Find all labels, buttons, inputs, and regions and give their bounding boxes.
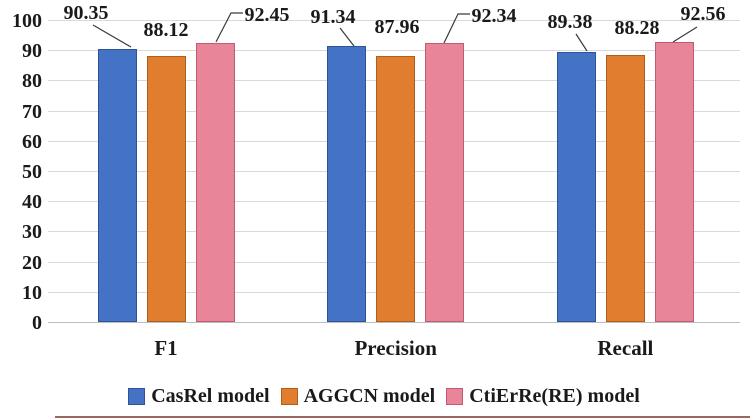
data-label: 88.28 xyxy=(614,17,660,39)
legend-swatch xyxy=(280,387,298,405)
bar-recall-ctierre(re) xyxy=(654,42,694,322)
bar-precision-aggcn xyxy=(376,56,416,322)
leader-line xyxy=(575,33,588,52)
y-tick-label: 20 xyxy=(22,251,42,274)
y-tick-label: 30 xyxy=(22,221,42,244)
leader-line xyxy=(215,12,243,43)
legend: CasRel model AGGCN model CtiErRe(RE) model xyxy=(0,386,750,406)
y-tick-label: 60 xyxy=(22,130,42,153)
leader-line xyxy=(339,27,355,47)
data-label: 92.34 xyxy=(471,5,517,27)
leader-line xyxy=(92,24,132,48)
bar-f1-aggcn xyxy=(146,55,186,322)
data-label: 89.38 xyxy=(547,11,593,33)
legend-swatch xyxy=(128,387,146,405)
bar-precision-casrel xyxy=(327,46,367,322)
y-tick-label: 50 xyxy=(22,161,42,183)
legend-label: CasRel model xyxy=(151,385,270,407)
category-label-f1: F1 xyxy=(154,336,178,360)
y-tick-label: 0 xyxy=(32,312,42,334)
data-label: 92.45 xyxy=(244,4,290,26)
data-label: 87.96 xyxy=(374,16,420,38)
y-tick-label: 80 xyxy=(22,70,42,93)
legend-item: CtiErRe(RE) model xyxy=(446,386,640,406)
category-label-precision: Precision xyxy=(354,336,437,360)
gridline xyxy=(48,20,740,21)
y-tick-label: 100 xyxy=(12,10,42,32)
legend-label: AGGCN model xyxy=(303,385,436,407)
leader-line xyxy=(443,13,470,44)
category-label-recall: Recall xyxy=(597,336,654,360)
legend-label: CtiErRe(RE) model xyxy=(469,385,640,407)
gridline xyxy=(48,50,740,52)
data-label: 92.56 xyxy=(680,3,726,25)
y-tick-label: 40 xyxy=(22,191,42,214)
bar-f1-ctierre(re) xyxy=(195,42,235,322)
legend-item: AGGCN model xyxy=(280,385,436,407)
y-tick-label: 10 xyxy=(22,281,42,304)
data-label: 88.12 xyxy=(143,19,189,41)
data-label: 90.35 xyxy=(63,2,109,24)
y-tick-label: 70 xyxy=(22,100,42,123)
x-axis-baseline xyxy=(48,322,740,323)
bar-precision-ctierre(re) xyxy=(425,43,465,322)
legend-swatch xyxy=(446,387,464,405)
legend-item: CasRel model xyxy=(128,385,270,407)
bar-recall-casrel xyxy=(556,52,596,322)
bar-recall-aggcn xyxy=(605,55,645,322)
bar-f1-casrel xyxy=(97,49,137,322)
leader-line xyxy=(672,26,698,43)
bottom-rule-line xyxy=(55,416,750,418)
y-tick-label: 90 xyxy=(22,40,42,63)
data-label: 91.34 xyxy=(310,6,356,28)
